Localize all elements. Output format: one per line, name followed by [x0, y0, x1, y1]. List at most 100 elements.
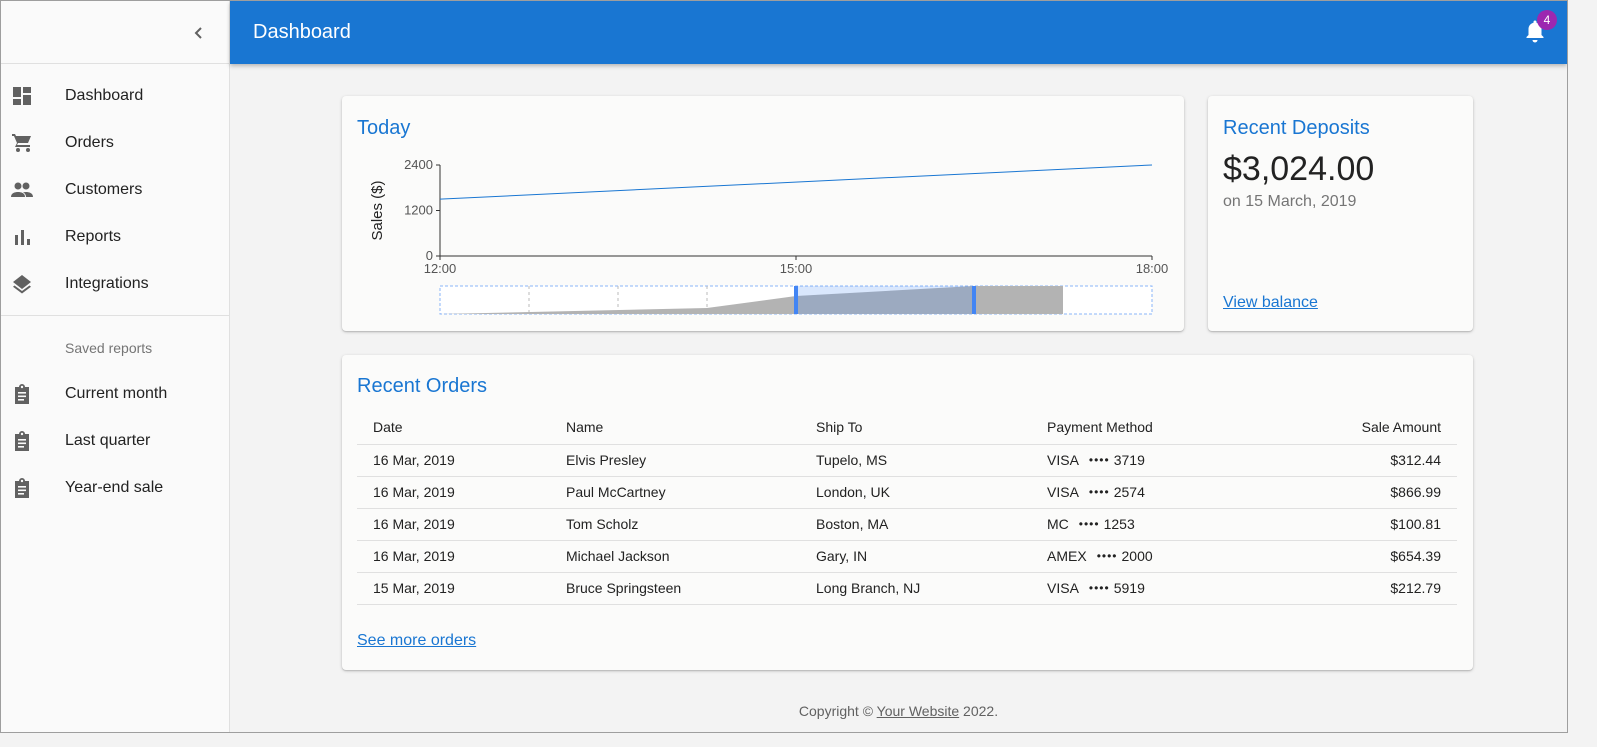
navigator-handle-right[interactable] [972, 286, 976, 314]
deposits-title: Recent Deposits [1223, 117, 1370, 139]
notifications-button[interactable]: 4 [1525, 10, 1557, 45]
cell-sale-amount: $866.99 [1241, 476, 1457, 509]
navigator-handle-left[interactable] [794, 286, 798, 314]
sidebar-item-orders[interactable]: Orders [1, 119, 229, 166]
column-header-payment-method: Payment Method [1031, 410, 1241, 445]
cell-payment-method: VISA •••• 5919 [1031, 572, 1241, 605]
cell-date: 16 Mar, 2019 [357, 476, 550, 509]
cell-name: Elvis Presley [550, 444, 800, 477]
deposit-date: on 15 March, 2019 [1223, 193, 1357, 210]
card-brand: VISA [1047, 580, 1079, 596]
sales-chart: 2400 1200 012:00 15:00 18:00 Sales ($) [369, 157, 1168, 315]
sidebar-item-label: Integrations [65, 274, 149, 292]
saved-reports-nav: Current month Last quarter Year-end sale [1, 364, 229, 511]
navigator-selection [796, 286, 974, 314]
sidebar-item-customers[interactable]: Customers [1, 166, 229, 213]
app-frame: Dashboard Orders Customers Reports [0, 0, 1568, 733]
cell-name: Bruce Springsteen [550, 572, 800, 605]
y-axis-label: Sales ($) [369, 180, 386, 240]
collapse-drawer-button[interactable] [187, 21, 211, 45]
x-tick-label: 15:00 [780, 261, 813, 276]
column-header-ship-to: Ship To [800, 410, 1031, 445]
sidebar-item-label: Year-end sale [65, 478, 164, 496]
cell-ship-to: London, UK [800, 476, 1031, 509]
sidebar-item-dashboard[interactable]: Dashboard [1, 72, 229, 119]
cell-payment-method: VISA •••• 2574 [1031, 476, 1241, 509]
copyright-prefix: Copyright © [798, 703, 877, 719]
column-header-sale-amount: Sale Amount [1241, 410, 1457, 445]
dashboard-icon [11, 85, 33, 107]
cell-ship-to: Tupelo, MS [800, 444, 1031, 477]
sidebar-divider [1, 315, 229, 316]
card-last4: 2000 [1121, 548, 1153, 564]
main-nav: Dashboard Orders Customers Reports [1, 64, 229, 307]
bar-chart-icon [11, 226, 33, 248]
layers-icon [11, 273, 33, 295]
column-header-date: Date [357, 410, 550, 445]
table-header-row: Date Name Ship To Payment Method Sale Am… [357, 410, 1457, 445]
column-header-name: Name [550, 410, 800, 445]
sidebar-item-label: Dashboard [65, 86, 144, 104]
cell-sale-amount: $212.79 [1241, 572, 1457, 605]
y-tick-label: 1200 [404, 203, 433, 218]
sidebar: Dashboard Orders Customers Reports [1, 1, 230, 732]
cell-date: 16 Mar, 2019 [357, 540, 550, 573]
sidebar-item-label: Reports [65, 227, 122, 245]
sidebar-toolbar [1, 1, 229, 64]
sidebar-item-last-quarter[interactable]: Last quarter [1, 417, 229, 464]
copyright-suffix: 2022. [959, 703, 999, 719]
cell-ship-to: Gary, IN [800, 540, 1031, 573]
cell-ship-to: Boston, MA [800, 508, 1031, 541]
assignment-icon [11, 477, 33, 499]
notification-badge: 4 [1537, 10, 1557, 30]
card-brand: VISA [1047, 452, 1079, 468]
range-navigator[interactable] [439, 285, 1153, 315]
people-icon [11, 179, 33, 201]
cart-icon [11, 132, 33, 154]
x-tick-label: 12:00 [424, 261, 457, 276]
deposits-card: Recent Deposits $3,024.00 on 15 March, 2… [1208, 96, 1473, 331]
footer: Copyright © Your Website 2022. [230, 703, 1567, 719]
card-last4: 5919 [1113, 580, 1145, 596]
website-link[interactable]: Your Website [876, 703, 960, 719]
sales-line [439, 164, 1153, 200]
card-mask: •••• [1078, 517, 1100, 531]
sidebar-item-integrations[interactable]: Integrations [1, 260, 229, 307]
cell-sale-amount: $312.44 [1241, 444, 1457, 477]
today-card: Today 2400 1200 0 12:00 15:00 18:00 Sales ($) [342, 96, 1184, 331]
table-row: 16 Mar, 2019 Michael Jackson Gary, IN AM… [357, 540, 1457, 573]
saved-reports-header: Saved reports [65, 340, 153, 356]
cell-payment-method: AMEX •••• 2000 [1031, 540, 1241, 573]
sidebar-item-label: Current month [65, 384, 168, 402]
cell-ship-to: Long Branch, NJ [800, 572, 1031, 605]
table-row: 16 Mar, 2019 Paul McCartney London, UK V… [357, 476, 1457, 509]
cell-sale-amount: $654.39 [1241, 540, 1457, 573]
app-bar: Dashboard 4 [230, 1, 1567, 64]
cell-name: Michael Jackson [550, 540, 800, 573]
assignment-icon [11, 430, 33, 452]
orders-table: Date Name Ship To Payment Method Sale Am… [357, 410, 1457, 605]
sidebar-item-current-month[interactable]: Current month [1, 370, 229, 417]
sidebar-item-reports[interactable]: Reports [1, 213, 229, 260]
assignment-icon [11, 383, 33, 405]
table-row: 16 Mar, 2019 Elvis Presley Tupelo, MS VI… [357, 444, 1457, 477]
card-mask: •••• [1088, 453, 1110, 467]
card-last4: 3719 [1113, 452, 1145, 468]
card-mask: •••• [1088, 581, 1110, 595]
card-mask: •••• [1096, 549, 1118, 563]
see-more-orders-link[interactable]: See more orders [357, 632, 477, 649]
today-title: Today [357, 117, 411, 139]
view-balance-link[interactable]: View balance [1223, 294, 1318, 311]
card-brand: AMEX [1047, 548, 1087, 564]
table-row: 15 Mar, 2019 Bruce Springsteen Long Bran… [357, 572, 1457, 605]
orders-title: Recent Orders [357, 375, 488, 397]
y-tick-label: 0 [426, 248, 433, 263]
sidebar-item-label: Customers [65, 180, 143, 198]
page-title: Dashboard [253, 21, 351, 43]
navigator-area [440, 286, 1063, 314]
cell-date: 15 Mar, 2019 [357, 572, 550, 605]
cell-name: Tom Scholz [550, 508, 800, 541]
card-brand: VISA [1047, 484, 1079, 500]
cell-payment-method: MC •••• 1253 [1031, 508, 1241, 541]
sidebar-item-year-end-sale[interactable]: Year-end sale [1, 464, 229, 511]
